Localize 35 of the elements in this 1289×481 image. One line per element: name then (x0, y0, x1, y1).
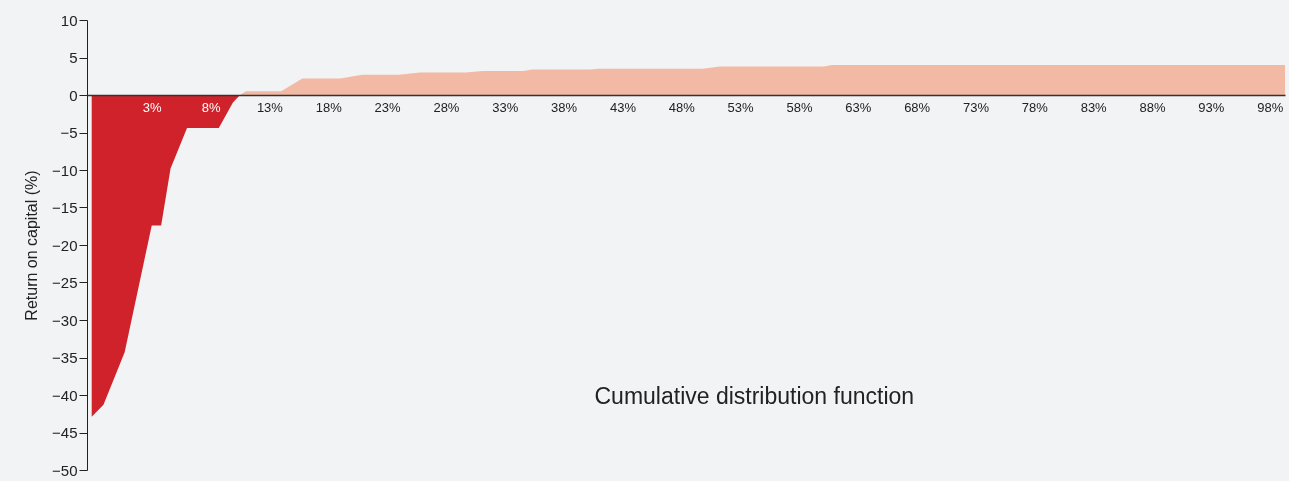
y-tick-label: 0 (69, 86, 78, 104)
x-tick-label: 3% (142, 99, 163, 115)
y-axis-title: Return on capital (%) (23, 170, 41, 321)
x-tick-label: 43% (609, 99, 637, 115)
x-tick-label: 73% (962, 99, 990, 115)
x-tick-label: 53% (727, 99, 755, 115)
annotation: Cumulative distribution function (594, 383, 915, 410)
y-tick-label: −10 (52, 161, 78, 179)
y-tick-label: −30 (52, 311, 78, 329)
x-tick-label: 38% (551, 99, 578, 115)
x-tick-label: 83% (1080, 99, 1108, 115)
y-tick-label: 5 (69, 49, 78, 66)
x-tick-label: 98% (1257, 99, 1284, 115)
x-tick-label: 13% (256, 99, 284, 115)
x-tick-label: 58% (786, 99, 813, 115)
x-tick-label: 88% (1139, 99, 1166, 115)
y-tick-label: −40 (52, 386, 78, 404)
y-tick-label: −15 (52, 199, 78, 216)
x-tick-label: 78% (1021, 99, 1049, 115)
x-tick-label: 93% (1198, 99, 1225, 115)
x-tick-label: 28% (433, 99, 460, 115)
x-tick-label: 23% (374, 99, 402, 115)
y-tick-label: −20 (52, 236, 78, 254)
x-tick-label: 33% (492, 99, 519, 115)
x-tick-label: 18% (315, 99, 343, 115)
y-tick-label: −35 (52, 349, 78, 366)
y-tick-label: −25 (52, 274, 78, 291)
y-tick-label: −5 (60, 124, 78, 141)
y-tick-label: 10 (60, 11, 78, 29)
y-tick-label: −45 (52, 424, 78, 441)
x-tick-label: 68% (904, 99, 931, 115)
x-tick-label: 63% (845, 99, 872, 115)
y-tick-label: −50 (52, 461, 78, 479)
x-tick-label: 8% (201, 99, 221, 115)
x-tick-label: 48% (668, 99, 696, 115)
